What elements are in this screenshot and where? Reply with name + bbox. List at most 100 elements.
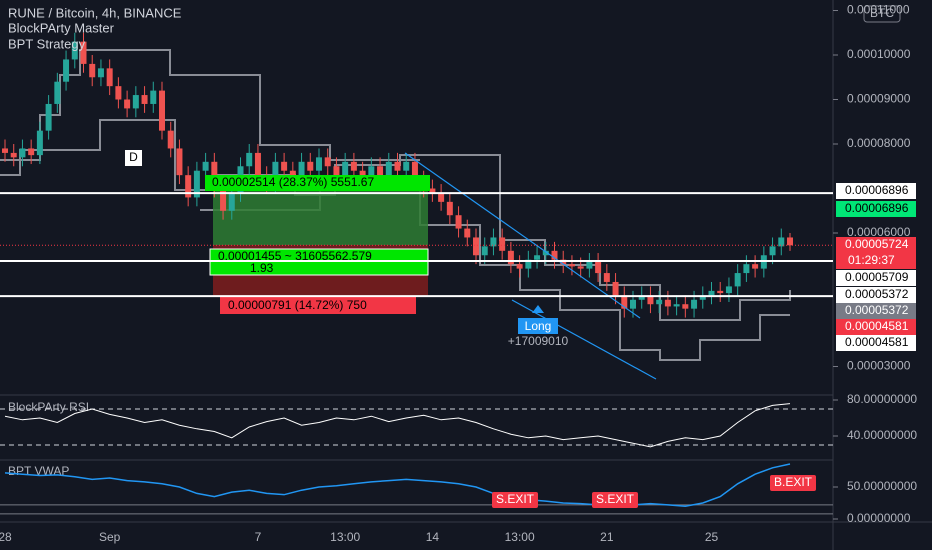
candle-body (752, 264, 759, 269)
candle-body (150, 90, 157, 104)
ratio-label: 1.93 (250, 261, 274, 275)
exit-label: B.EXIT (774, 475, 813, 489)
candle-body (490, 237, 497, 247)
candle-body (769, 246, 776, 256)
price-label: 0.00004581 (845, 335, 909, 349)
candle-body (438, 192, 445, 202)
candle-body (411, 161, 418, 180)
candle-body (132, 95, 139, 109)
rsi-line (4, 403, 791, 448)
candle-body (551, 250, 558, 260)
price-label: 0.00005709 (845, 270, 909, 284)
candle-body (159, 90, 165, 131)
candle-body (481, 246, 488, 256)
price-tick-label: 0.00003000 (847, 359, 911, 373)
time-label: 21 (600, 530, 614, 544)
candle-body (167, 130, 174, 149)
candle-body (473, 237, 479, 256)
candle-body (699, 295, 706, 300)
candle-body (106, 68, 113, 87)
candle-body (534, 255, 541, 260)
price-label-bg (836, 183, 916, 199)
candle-body (193, 170, 200, 198)
price-tick-label: 0.00008000 (847, 136, 911, 150)
candle-body (350, 161, 357, 171)
time-label: 13:00 (330, 530, 360, 544)
candle-body (2, 148, 8, 153)
candle-body (45, 103, 52, 131)
candle-body (778, 237, 785, 247)
candle-body (429, 188, 436, 193)
candle-body (577, 266, 584, 269)
time-label: 25 (705, 530, 719, 544)
candle-body (281, 161, 288, 171)
symbol: RUNE / Bitcoin, 4h, BINANCE (8, 5, 182, 20)
indicator-tick-label: 80.00000000 (847, 392, 917, 406)
indicator: BlockPArty Master (8, 20, 115, 35)
candle-body (202, 161, 209, 171)
vwap-line (4, 463, 791, 507)
candle-body (141, 95, 148, 104)
candle-body (446, 201, 453, 216)
candle-body (71, 41, 78, 60)
candle-body (708, 290, 715, 296)
price-label-bg (836, 237, 916, 253)
candle-body (124, 99, 131, 109)
candle-body (36, 130, 43, 156)
candle-body (324, 157, 331, 167)
candle-body (220, 188, 227, 211)
candle-body (787, 237, 793, 246)
candle-body (298, 161, 305, 180)
price-label-bg (836, 303, 916, 319)
price-label-bg (836, 270, 916, 286)
exit-badge (770, 475, 816, 491)
candle-body (115, 86, 122, 100)
candle-body (394, 161, 401, 171)
candle-body (682, 304, 689, 309)
candle-body (656, 299, 663, 305)
d-marker: D (129, 150, 138, 164)
exit-badge (492, 492, 538, 508)
candle-body (368, 166, 375, 180)
price-label: 0.00004581 (845, 319, 909, 333)
candle-body (176, 148, 183, 176)
currency-badge[interactable] (863, 5, 901, 23)
time-label: 14 (426, 530, 440, 544)
candle-body (80, 41, 87, 64)
rsi-title: BlockPArty RSI (8, 400, 89, 414)
price-label-bg (836, 287, 916, 303)
time-label: 28 (0, 530, 12, 544)
time-label: Sep (99, 530, 121, 544)
candle-body (54, 81, 61, 104)
price-label: 0.00006896 (845, 201, 909, 215)
candle-body (307, 161, 314, 171)
price-label: 0.00005372 (845, 287, 909, 301)
indicator-tick-label: 50.00000000 (847, 479, 917, 493)
candle-body (377, 166, 384, 176)
loss-label: 0.00000791 (14.72%) 750 (228, 298, 367, 312)
long-arrow (532, 305, 544, 313)
profit-label-bg (205, 175, 430, 191)
candles (2, 32, 793, 318)
candle-body (97, 68, 104, 78)
candle-body (455, 215, 462, 229)
candle-body (691, 299, 698, 309)
candle-body (647, 295, 654, 305)
channel-upper (404, 152, 641, 319)
candle-body (28, 148, 35, 156)
currency[interactable]: BTC (870, 6, 894, 20)
long-label: Long (525, 319, 552, 333)
candle-body (664, 299, 671, 307)
candle-body (254, 152, 261, 176)
price-tick-label: 0.00011000 (847, 3, 910, 17)
candle-body (725, 286, 732, 294)
time-label: 7 (255, 530, 262, 544)
candle-body (673, 304, 680, 307)
candle-body (10, 152, 17, 158)
price-tick-label: 0.00006000 (847, 225, 911, 239)
long-qty: +17009010 (508, 334, 569, 348)
candle-body (499, 237, 506, 251)
candle-body (630, 299, 636, 309)
